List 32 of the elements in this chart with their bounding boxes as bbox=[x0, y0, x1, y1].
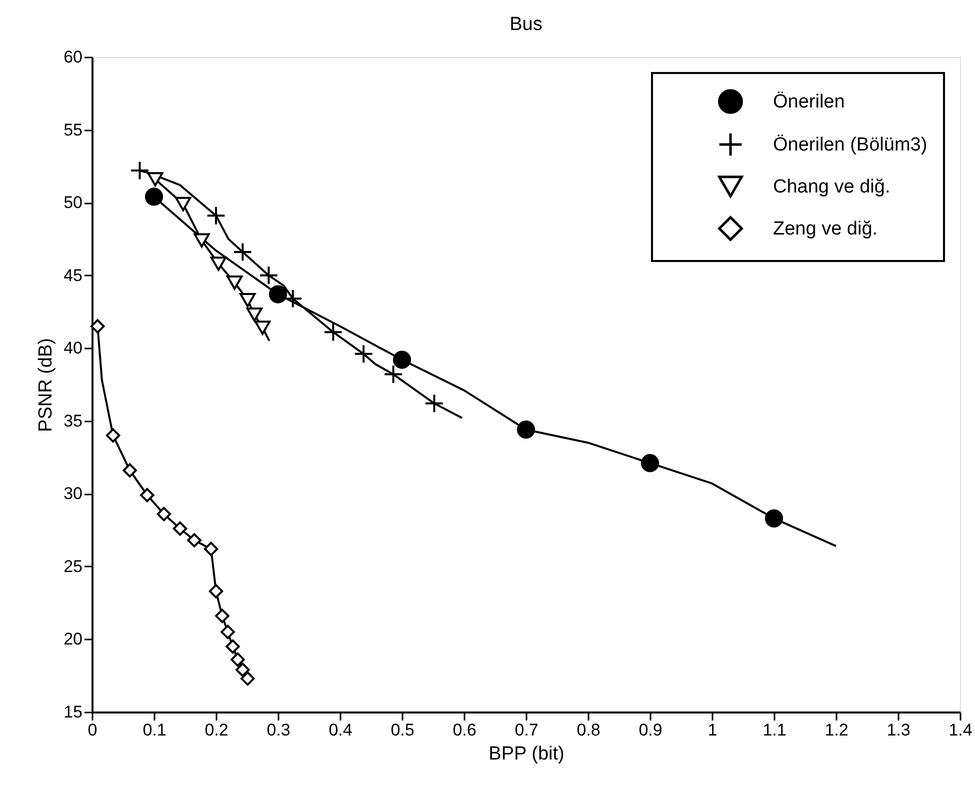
x-tick-label: 0.1 bbox=[142, 720, 166, 740]
legend-label: Önerilen bbox=[773, 92, 845, 112]
y-tick-label: 60 bbox=[64, 48, 82, 66]
legend-label: Önerilen (Bölüm3) bbox=[773, 134, 928, 156]
y-tick-label: 20 bbox=[64, 630, 82, 649]
x-tick-label: 0.8 bbox=[576, 720, 600, 740]
x-tick-label: 1.2 bbox=[824, 720, 848, 740]
y-tick-label: 50 bbox=[64, 193, 82, 212]
x-tick-label: 1 bbox=[708, 720, 718, 740]
y-tick-label: 40 bbox=[64, 338, 82, 358]
chart-title: Bus bbox=[510, 14, 542, 35]
y-tick-label: 45 bbox=[64, 266, 82, 285]
y-tick-label: 55 bbox=[64, 120, 82, 140]
y-axis-title: PSNR (dB) bbox=[36, 338, 57, 432]
legend-label: Zeng ve diğ. bbox=[773, 218, 878, 240]
y-tick-label: 35 bbox=[64, 411, 82, 430]
x-tick-label: 0.6 bbox=[452, 720, 476, 740]
x-tick-label: 0 bbox=[88, 720, 98, 740]
x-tick-label: 0.4 bbox=[328, 720, 352, 740]
x-tick-label: 0.7 bbox=[514, 720, 538, 740]
y-tick-label: 25 bbox=[64, 556, 82, 576]
y-tick-label: 30 bbox=[64, 484, 82, 504]
x-tick-label: 1.4 bbox=[948, 720, 972, 740]
x-tick-label: 0.9 bbox=[638, 720, 662, 740]
x-tick-label: 0.3 bbox=[266, 720, 290, 740]
y-tick-label: 15 bbox=[64, 702, 82, 722]
x-tick-label: 1.3 bbox=[886, 720, 910, 740]
legend-label: Chang ve diğ. bbox=[773, 176, 890, 198]
x-tick-label: 1.1 bbox=[762, 720, 786, 740]
x-tick-label: 0.5 bbox=[390, 720, 414, 740]
x-axis-title: BPP (bit) bbox=[488, 744, 564, 764]
x-tick-label: 0.2 bbox=[204, 720, 228, 740]
